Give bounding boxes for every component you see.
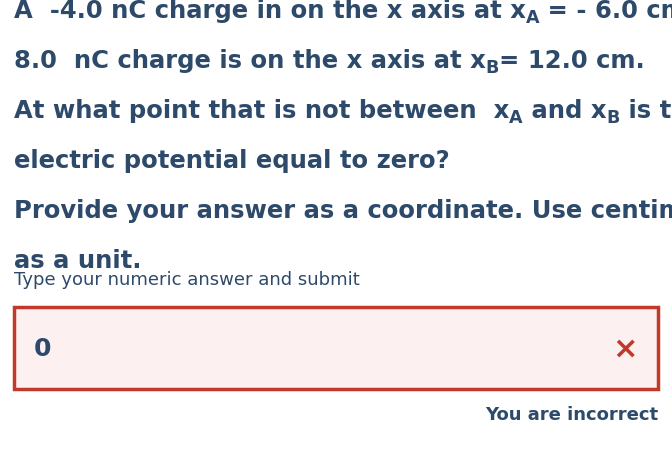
Text: At what point that is not between  x: At what point that is not between x <box>14 99 509 123</box>
Text: ×: × <box>612 334 638 363</box>
Text: = 12.0 cm.: = 12.0 cm. <box>499 49 645 73</box>
Text: A  -4.0 nC charge in on the x axis at x: A -4.0 nC charge in on the x axis at x <box>14 0 526 23</box>
Text: electric potential equal to zero?: electric potential equal to zero? <box>14 149 450 173</box>
Text: B: B <box>486 59 499 77</box>
Text: is the net: is the net <box>620 99 672 123</box>
Text: 8.0  nC charge is on the x axis at x: 8.0 nC charge is on the x axis at x <box>14 49 486 73</box>
Text: and x: and x <box>523 99 606 123</box>
Text: Type your numeric answer and submit: Type your numeric answer and submit <box>14 271 360 288</box>
Text: A: A <box>526 9 540 27</box>
Text: Provide your answer as a coordinate. Use centimeters: Provide your answer as a coordinate. Use… <box>14 198 672 222</box>
Text: as a unit.: as a unit. <box>14 249 142 272</box>
FancyBboxPatch shape <box>14 307 658 389</box>
Text: = - 6.0 cm and a: = - 6.0 cm and a <box>540 0 672 23</box>
Text: You are incorrect: You are incorrect <box>485 405 658 423</box>
Text: 0: 0 <box>34 336 52 360</box>
Text: B: B <box>606 109 620 127</box>
Text: A: A <box>509 109 523 127</box>
